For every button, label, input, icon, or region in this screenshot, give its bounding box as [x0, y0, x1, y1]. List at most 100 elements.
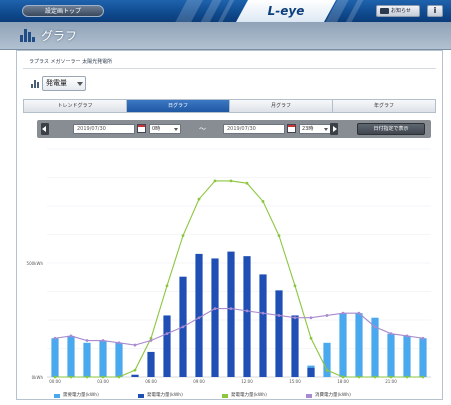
data-point: [309, 316, 313, 320]
data-point: [197, 197, 201, 201]
data-point: [357, 375, 361, 379]
data-point: [117, 375, 121, 379]
title-bar: グラフ: [0, 22, 451, 50]
start-hour-select[interactable]: 0時: [149, 124, 181, 134]
data-point: [101, 339, 105, 342]
bar: [323, 342, 331, 377]
data-point: [133, 368, 137, 372]
x-tick-label: 21:00: [385, 379, 397, 384]
messages-label: お知らせ: [391, 8, 411, 14]
data-point: [101, 375, 105, 379]
bar: [259, 274, 267, 377]
data-point: [245, 181, 249, 185]
data-point: [357, 311, 361, 315]
bar: [51, 338, 59, 377]
bar: [387, 333, 395, 377]
data-point: [149, 339, 153, 342]
chevron-down-icon: [324, 128, 328, 131]
data-point: [245, 309, 249, 313]
data-point: [277, 234, 281, 238]
previous-period-button[interactable]: [41, 123, 49, 135]
date-range-bar: 2019/07/30 0時 〜 2019/07/30 23時 日付指定で表示: [37, 120, 431, 138]
data-point: [421, 375, 425, 379]
data-point: [325, 314, 329, 317]
brand-logo: L-eye: [236, 0, 336, 22]
calendar-icon[interactable]: [137, 124, 146, 133]
tab-month[interactable]: 月グラフ: [230, 99, 333, 113]
legend-label: 発電電力量(kWh): [231, 393, 267, 398]
legend-label: 発電電力量(kWh): [147, 393, 183, 398]
data-point: [421, 336, 425, 340]
legend-swatch: [306, 394, 312, 398]
bar: [307, 367, 315, 377]
data-point: [389, 332, 393, 336]
data-point: [213, 179, 217, 183]
tab-trend[interactable]: トレンドグラフ: [23, 99, 127, 113]
tab-day[interactable]: 日グラフ: [127, 99, 230, 113]
data-point: [261, 200, 265, 203]
plant-name: ラプラス メガソーラー 太陽光発電所: [29, 59, 113, 65]
data-point: [165, 332, 169, 336]
bar: [99, 340, 107, 377]
data-point: [293, 316, 297, 320]
data-point: [85, 375, 89, 379]
data-point: [213, 307, 217, 310]
series-line: [55, 180, 423, 378]
range-separator: 〜: [199, 125, 206, 133]
data-point: [309, 336, 313, 340]
bar: [371, 317, 379, 377]
bar: [211, 258, 219, 377]
bar: [243, 256, 251, 377]
data-point: [261, 311, 265, 315]
tab-year[interactable]: 年グラフ: [333, 99, 436, 113]
bar: [227, 251, 235, 377]
start-hour-value: 0時: [152, 126, 161, 132]
data-point: [325, 368, 329, 372]
series-line: [54, 308, 424, 346]
show-by-date-button[interactable]: 日付指定で表示: [357, 123, 425, 135]
bar-chart-icon: [20, 28, 35, 42]
y-tick-label: 0kWh: [32, 375, 44, 380]
bar: [195, 253, 203, 377]
bar: [83, 342, 91, 377]
end-hour-value: 23時: [302, 126, 314, 132]
legend-swatch: [138, 394, 144, 398]
data-point: [53, 375, 57, 379]
legend-label: 消費電力量(kWh): [315, 393, 351, 398]
page-title: グラフ: [41, 29, 78, 43]
bar: [275, 290, 283, 377]
bar: [67, 335, 75, 377]
data-point: [405, 375, 409, 379]
data-point: [341, 311, 345, 315]
back-to-top-button[interactable]: 設定画トップ: [22, 5, 104, 17]
chevron-down-icon: [174, 128, 178, 131]
data-kind-value: 発電量: [46, 79, 67, 87]
end-hour-select[interactable]: 23時: [299, 124, 331, 134]
legend-swatch: [222, 394, 228, 398]
start-date-input[interactable]: 2019/07/30: [73, 124, 135, 134]
end-date-input[interactable]: 2019/07/30: [223, 124, 285, 134]
data-point: [53, 336, 57, 340]
chevron-down-icon: [77, 82, 83, 86]
data-point: [149, 336, 153, 340]
bar: [163, 315, 171, 377]
x-tick-label: 09:00: [193, 379, 205, 384]
divider: [23, 68, 436, 69]
bar: [147, 351, 155, 377]
calendar-icon[interactable]: [287, 124, 296, 133]
x-tick-label: 12:00: [241, 379, 253, 384]
top-bar: 設定画トップ L-eye お知らせ i: [0, 0, 451, 22]
bar: [339, 313, 347, 377]
data-kind-select[interactable]: 発電量: [42, 76, 86, 91]
x-tick-label: 00:00: [49, 379, 61, 384]
data-point: [165, 284, 169, 288]
data-point: [229, 307, 233, 310]
y-tick-label: 500kWh: [27, 261, 44, 266]
x-tick-label: 03:00: [97, 379, 109, 384]
header-decoration: [169, 0, 205, 22]
x-tick-label: 15:00: [289, 379, 301, 384]
next-period-button[interactable]: [330, 123, 338, 135]
chart-kind-icon: [31, 79, 40, 88]
messages-button[interactable]: お知らせ: [376, 5, 420, 17]
info-button[interactable]: i: [427, 5, 443, 17]
